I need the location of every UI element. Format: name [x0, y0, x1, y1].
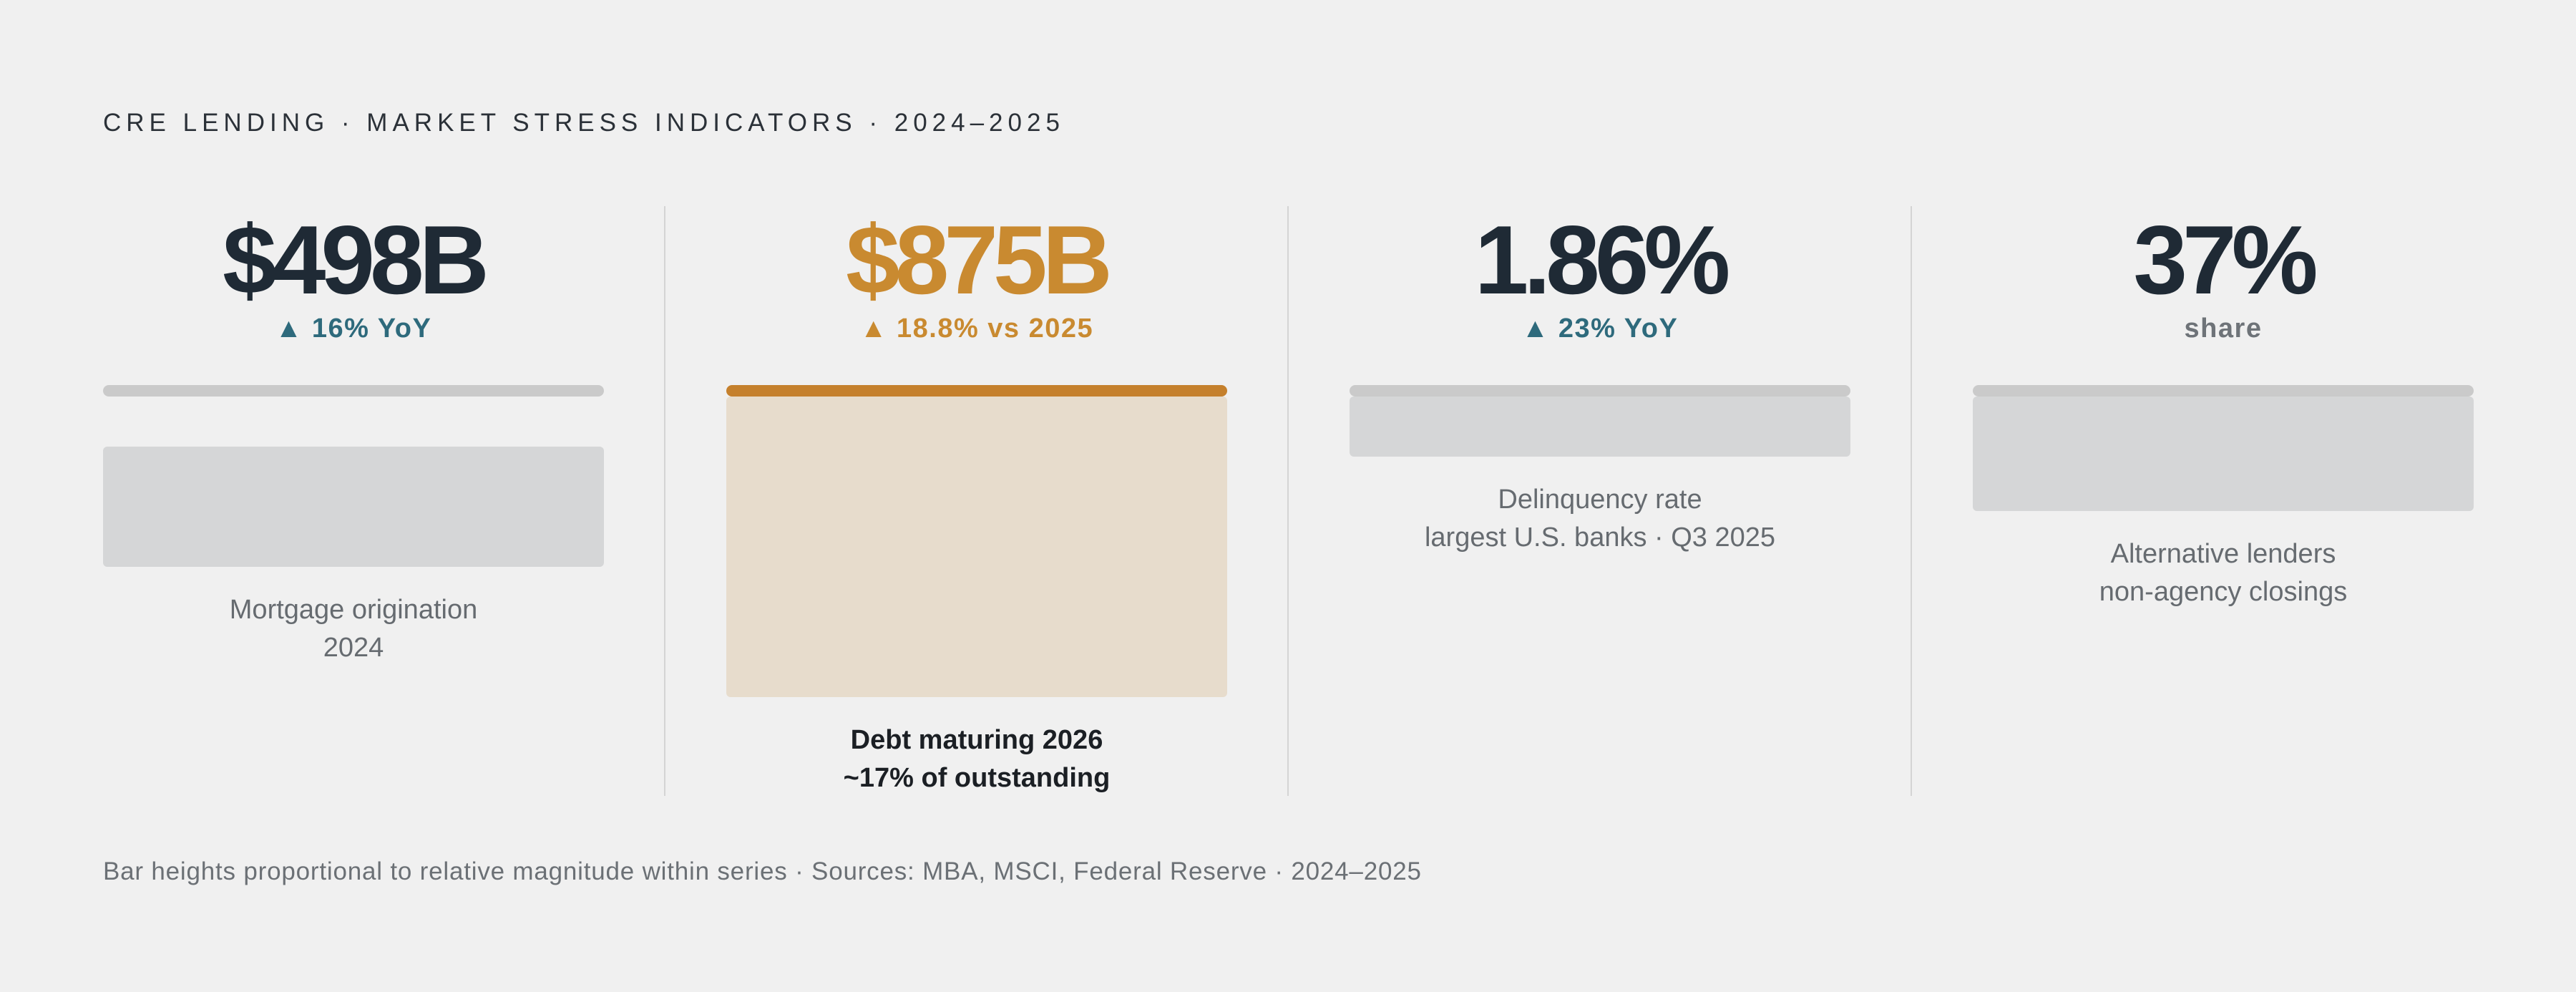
indicator-track — [1973, 385, 2474, 397]
caption-line-2: ~17% of outstanding — [843, 763, 1111, 793]
caption-line-1: Alternative lenders — [2110, 539, 2336, 569]
indicator-caption: Debt maturing 2026 ~17% of outstanding — [726, 721, 1227, 797]
chart-footnote: Bar heights proportional to relative mag… — [103, 857, 1422, 885]
caption-line-2: non-agency closings — [2099, 577, 2348, 607]
caption-line-1: Debt maturing 2026 — [850, 725, 1103, 755]
indicator-value: $498B — [223, 205, 489, 314]
indicator-bar — [1350, 397, 1850, 457]
panel-divider — [1911, 206, 1912, 796]
indicator-change: share — [2184, 313, 2263, 344]
indicator-panel-origination: $498B ▲ 16% YoY Mortgage origination 202… — [103, 206, 604, 796]
caption-line-2: largest U.S. banks · Q3 2025 — [1424, 522, 1776, 553]
indicator-track — [726, 385, 1227, 397]
indicator-change: ▲ 23% YoY — [1521, 313, 1679, 344]
indicator-value: $875B — [846, 205, 1113, 314]
indicator-caption: Alternative lenders non-agency closings — [1973, 535, 2474, 611]
chart-title: CRE LENDING · MARKET STRESS INDICATORS ·… — [103, 109, 1065, 137]
panel-divider — [1287, 206, 1289, 796]
indicator-caption: Mortgage origination 2024 — [103, 591, 604, 667]
indicator-panel-maturing-debt: $875B ▲ 18.8% vs 2025 Debt maturing 2026… — [726, 206, 1227, 796]
indicator-track — [103, 385, 604, 397]
indicator-caption: Delinquency rate largest U.S. banks · Q3… — [1350, 481, 1850, 557]
indicator-bar — [726, 397, 1227, 697]
indicator-change: ▲ 18.8% vs 2025 — [859, 313, 1094, 344]
indicator-panel-alt-lenders: 37% share Alternative lenders non-agency… — [1973, 206, 2474, 796]
indicator-panel-delinquency: 1.86% ▲ 23% YoY Delinquency rate largest… — [1350, 206, 1850, 796]
panel-divider — [664, 206, 665, 796]
indicator-change: ▲ 16% YoY — [275, 313, 432, 344]
indicator-panels: $498B ▲ 16% YoY Mortgage origination 202… — [0, 206, 2576, 796]
indicator-track — [1350, 385, 1850, 397]
indicator-value: 1.86% — [1474, 205, 1731, 314]
indicator-bar — [103, 447, 604, 567]
indicator-bar — [1973, 397, 2474, 511]
caption-line-2: 2024 — [323, 633, 384, 663]
caption-line-1: Delinquency rate — [1498, 485, 1702, 515]
caption-line-1: Mortgage origination — [229, 595, 478, 625]
indicator-value: 37% — [2133, 205, 2318, 314]
